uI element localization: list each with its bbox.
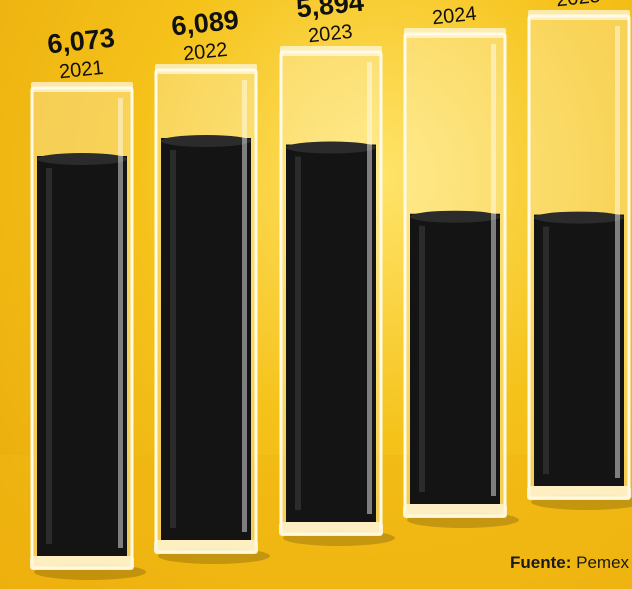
source-note: Fuente: Pemex	[510, 553, 629, 573]
tube-base	[527, 486, 631, 500]
liquid-surface	[37, 153, 127, 166]
tube-rim	[280, 46, 382, 56]
category-label-2025: 2025	[555, 0, 602, 11]
glass-highlight	[615, 26, 620, 478]
glass-highlight	[242, 80, 247, 532]
tube-2022	[154, 64, 270, 564]
tube-rim	[31, 82, 133, 92]
tube-base	[30, 556, 134, 570]
glass-highlight	[367, 62, 372, 514]
tube-2024	[403, 28, 519, 528]
liquid-reflection	[170, 150, 176, 528]
bar-liquid-2023	[286, 144, 376, 522]
liquid-reflection	[419, 225, 425, 493]
tube-base	[279, 522, 383, 536]
liquid-reflection	[295, 156, 301, 510]
glass-highlight	[118, 98, 123, 548]
liquid-reflection	[543, 226, 549, 474]
category-label-2024: 2024	[431, 3, 478, 30]
category-label-2021: 2021	[58, 57, 105, 84]
liquid-surface	[534, 211, 624, 224]
category-label-2023: 2023	[307, 21, 354, 48]
tube-rim	[404, 28, 506, 38]
tube-base	[154, 540, 258, 554]
liquid-surface	[410, 210, 500, 223]
bar-liquid-2022	[161, 138, 251, 540]
liquid-reflection	[46, 168, 52, 544]
bar-liquid-2021	[37, 156, 127, 556]
glass-highlight	[491, 44, 496, 496]
tube-rim	[528, 10, 630, 20]
liquid-surface	[161, 135, 251, 147]
tube-2021	[30, 82, 146, 580]
source-text: Pemex	[576, 553, 630, 572]
data-label-2021: 6,073	[46, 23, 116, 60]
tube-rim	[155, 64, 257, 74]
tube-2023	[279, 46, 395, 546]
tube-2025	[527, 10, 632, 510]
data-label-2022: 6,089	[170, 5, 240, 42]
tube-base	[403, 504, 507, 518]
bar-liquid-2024	[410, 213, 500, 505]
source-label: Fuente:	[510, 553, 572, 572]
bar-liquid-2025	[534, 214, 624, 486]
category-label-2022: 2022	[182, 39, 229, 66]
data-label-2023: 5,894	[295, 0, 365, 23]
liquid-surface	[286, 141, 376, 154]
